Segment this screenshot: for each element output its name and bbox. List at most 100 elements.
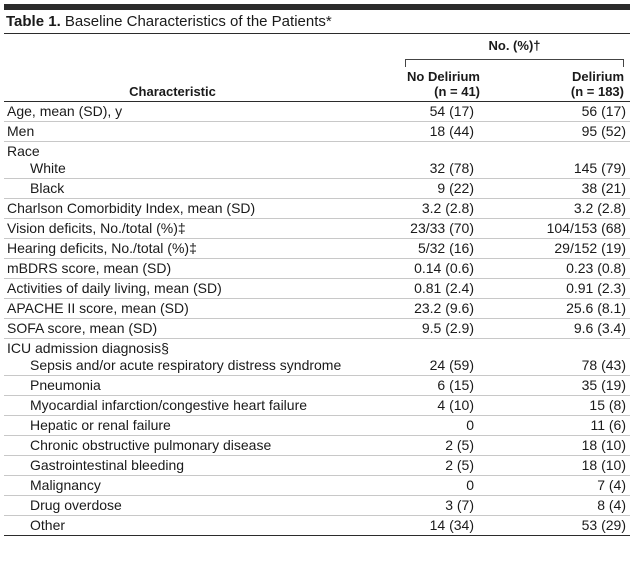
row-label: Drug overdose [30,497,122,513]
row-divider [4,535,630,536]
spanner-bracket [405,59,624,67]
table-row: Myocardial infarction/congestive heart f… [4,396,630,416]
cell-delirium: 7 (4) [597,477,626,493]
row-divider [4,218,630,219]
row-label: Pneumonia [30,377,101,393]
column-header-delirium-n: (n = 183) [570,84,624,99]
row-label: Myocardial infarction/congestive heart f… [30,397,308,413]
row-divider [4,375,630,376]
cell-no-delirium: 18 (44) [429,123,474,139]
row-divider [4,515,630,516]
row-label: Hepatic or renal failure [30,417,171,433]
row-divider [4,298,630,299]
row-label: Sepsis and/or acute respiratory distress… [30,357,342,373]
row-divider [4,278,630,279]
cell-no-delirium: 0.81 (2.4) [414,280,474,296]
cell-no-delirium: 32 (78) [429,160,474,176]
table-row: APACHE II score, mean (SD) 23.2 (9.6) 25.6… [4,299,630,319]
cell-no-delirium: 5/32 (16) [417,240,474,256]
cell-delirium: 8 (4) [597,497,626,513]
row-divider [4,258,630,259]
row-label: Malignancy [30,477,101,493]
row-divider [4,121,630,122]
cell-delirium: 18 (10) [581,437,626,453]
row-divider [4,415,630,416]
row-label: Hearing deficits, No./total (%)‡ [7,240,197,256]
row-divider [4,178,630,179]
row-label: Charlson Comorbidity Index, mean (SD) [7,200,256,216]
cell-no-delirium: 0.14 (0.6) [414,260,474,276]
row-label: Other [30,517,66,533]
column-spanner-header: No. (%)† [488,38,541,53]
table-row: SOFA score, mean (SD) 9.5 (2.9) 9.6 (3.4) [4,319,630,339]
table-row: Age, mean (SD), y 54 (17) 56 (17) [4,102,630,122]
cell-delirium: 11 (6) [590,417,626,433]
cell-no-delirium: 0 [466,417,474,433]
cell-no-delirium: 4 (10) [437,397,474,413]
row-label: Men [7,123,35,139]
cell-no-delirium: 2 (5) [445,437,474,453]
cell-no-delirium: 3 (7) [445,497,474,513]
cell-delirium: 0.91 (2.3) [566,280,626,296]
cell-no-delirium: 9.5 (2.9) [421,320,474,336]
row-divider [4,318,630,319]
cell-no-delirium: 9 (22) [437,180,474,196]
cell-delirium: 104/153 (68) [546,220,626,236]
cell-delirium: 35 (19) [581,377,626,393]
table-row: Other 14 (34) 53 (29) [4,516,630,536]
cell-delirium: 3.2 (2.8) [573,200,626,216]
cell-no-delirium: 23/33 (70) [410,220,474,236]
table-row: mBDRS score, mean (SD) 0.14 (0.6) 0.23 (0.… [4,259,630,279]
row-label: Black [30,180,65,196]
column-header-delirium-name: Delirium [571,69,624,84]
cell-delirium: 95 (52) [581,123,626,139]
cell-delirium: 38 (21) [581,180,626,196]
table-row: Vision deficits, No./total (%)‡ 23/33 (70… [4,219,630,239]
cell-delirium: 18 (10) [581,457,626,473]
row-divider [4,198,630,199]
row-divider [4,475,630,476]
table-row: Drug overdose 3 (7) 8 (4) [4,496,630,516]
cell-delirium: 56 (17) [581,103,626,119]
cell-no-delirium: 14 (34) [429,517,474,533]
table-row: Malignancy 0 7 (4) [4,476,630,496]
cell-delirium: 15 (8) [589,397,626,413]
table-row: Hepatic or renal failure 0 11 (6) [4,416,630,436]
table-row: Pneumonia 6 (15) 35 (19) [4,376,630,396]
table-caption: Baseline Characteristics of the Patients… [60,13,332,30]
table-row: Charlson Comorbidity Index, mean (SD) 3.2… [4,199,630,219]
table-row: Men 18 (44) 95 (52) [4,122,630,142]
row-label: White [30,160,66,176]
column-header-characteristic: Characteristic [129,84,216,99]
header-rule [4,101,630,102]
row-divider [4,141,630,142]
row-label: Gastrointestinal bleeding [30,457,185,473]
row-divider [4,338,630,339]
cell-no-delirium: 24 (59) [429,357,474,373]
table-row: Chronic obstructive pulmonary disease 2 (… [4,436,630,456]
cell-delirium: 25.6 (8.1) [566,300,626,316]
table-top-bar [4,4,630,10]
row-label: Chronic obstructive pulmonary disease [30,437,272,453]
cell-no-delirium: 3.2 (2.8) [421,200,474,216]
row-label: SOFA score, mean (SD) [7,320,158,336]
row-divider [4,395,630,396]
table-row: Gastrointestinal bleeding 2 (5) 18 (10) [4,456,630,476]
cell-delirium: 9.6 (3.4) [573,320,626,336]
cell-no-delirium: 54 (17) [429,103,474,119]
row-divider [4,495,630,496]
row-group-label: ICU admission diagnosis§ [7,340,169,356]
cell-no-delirium: 0 [466,477,474,493]
title-rule [4,33,630,34]
cell-delirium: 145 (79) [573,160,626,176]
cell-no-delirium: 2 (5) [445,457,474,473]
table-row: Activities of daily living, mean (SD) 0.8… [4,279,630,299]
column-header-no-delirium-name: No Delirium [407,69,480,84]
table-row: Hearing deficits, No./total (%)‡ 5/32 (16… [4,239,630,259]
column-header-delirium: Delirium (n = 183) [500,69,624,99]
row-divider [4,435,630,436]
table-title: Table 1. Baseline Characteristics of the… [6,13,332,30]
row-label: APACHE II score, mean (SD) [7,300,189,316]
cell-no-delirium: 23.2 (9.6) [414,300,474,316]
cell-delirium: 29/152 (19) [554,240,626,256]
